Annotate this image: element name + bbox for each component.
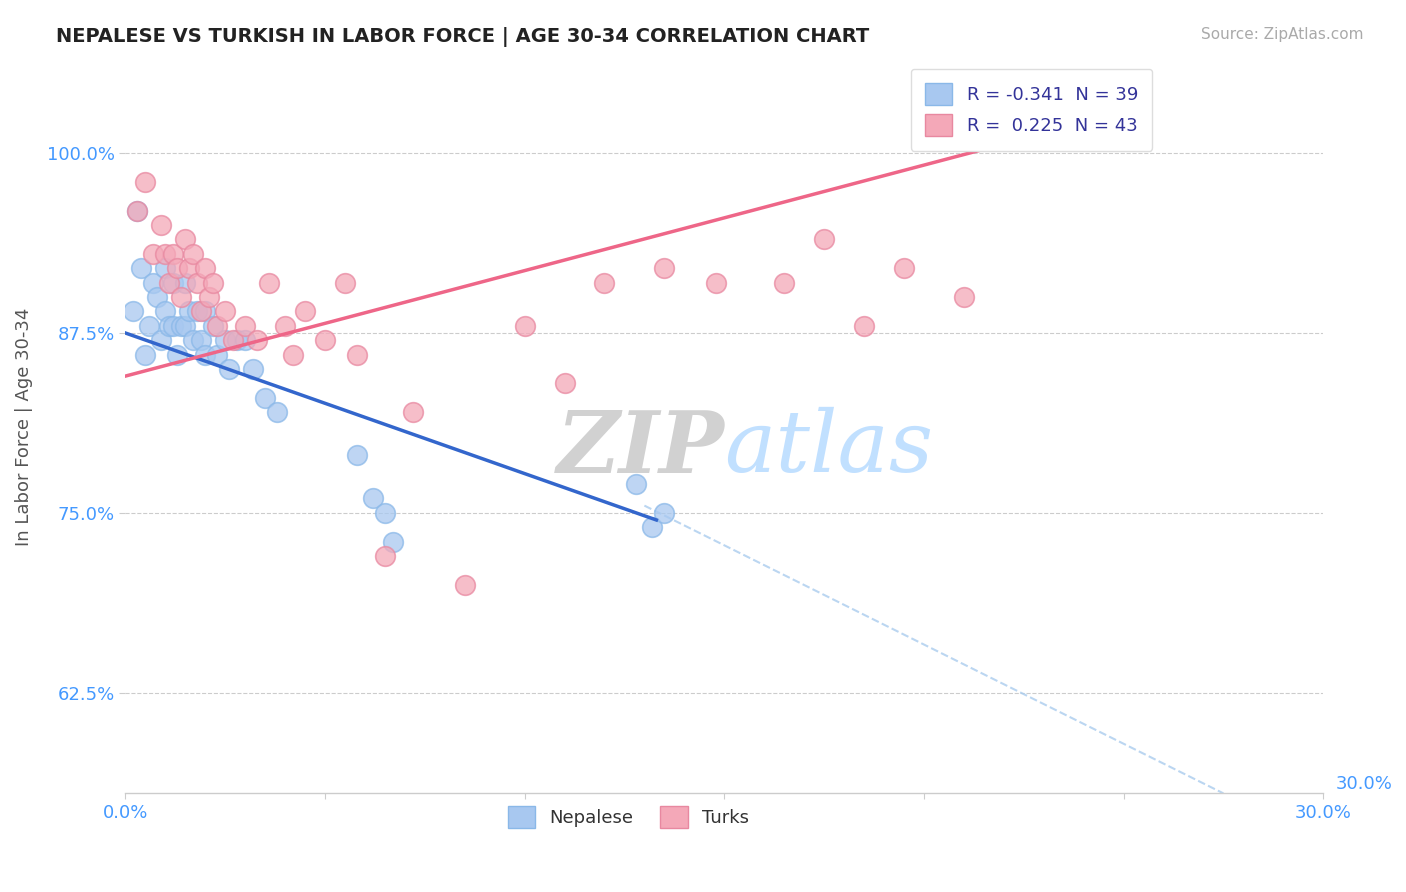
Point <box>773 276 796 290</box>
Point <box>813 232 835 246</box>
Point <box>138 318 160 333</box>
Point <box>233 318 256 333</box>
Point <box>179 261 201 276</box>
Point <box>374 549 396 563</box>
Point <box>214 333 236 347</box>
Point <box>242 362 264 376</box>
Point <box>381 534 404 549</box>
Point <box>170 318 193 333</box>
Point <box>134 175 156 189</box>
Point <box>174 318 197 333</box>
Point <box>170 290 193 304</box>
Point <box>654 506 676 520</box>
Point <box>374 506 396 520</box>
Point <box>150 333 173 347</box>
Point <box>333 276 356 290</box>
Point <box>222 333 245 347</box>
Point <box>142 247 165 261</box>
Point <box>202 318 225 333</box>
Point <box>1012 132 1035 146</box>
Point <box>593 276 616 290</box>
Point <box>194 304 217 318</box>
Point <box>654 261 676 276</box>
Point <box>157 276 180 290</box>
Point <box>155 261 177 276</box>
Text: ZIP: ZIP <box>557 407 724 491</box>
Point <box>205 347 228 361</box>
Point <box>162 318 184 333</box>
Point <box>155 304 177 318</box>
Point <box>893 261 915 276</box>
Point <box>186 276 208 290</box>
Point <box>953 290 976 304</box>
Text: NEPALESE VS TURKISH IN LABOR FORCE | AGE 30-34 CORRELATION CHART: NEPALESE VS TURKISH IN LABOR FORCE | AGE… <box>56 27 869 46</box>
Point <box>454 578 477 592</box>
Y-axis label: In Labor Force | Age 30-34: In Labor Force | Age 30-34 <box>15 307 32 546</box>
Point <box>361 491 384 506</box>
Point <box>402 405 425 419</box>
Point <box>194 261 217 276</box>
Point <box>162 276 184 290</box>
Point <box>281 347 304 361</box>
Point <box>626 477 648 491</box>
Point <box>150 218 173 232</box>
Point <box>202 276 225 290</box>
Point <box>162 247 184 261</box>
Point <box>190 304 212 318</box>
Legend: Nepalese, Turks: Nepalese, Turks <box>501 799 756 836</box>
Point <box>174 232 197 246</box>
Point <box>127 203 149 218</box>
Point <box>186 304 208 318</box>
Text: atlas: atlas <box>724 407 934 490</box>
Text: Source: ZipAtlas.com: Source: ZipAtlas.com <box>1201 27 1364 42</box>
Point <box>294 304 316 318</box>
Point <box>157 318 180 333</box>
Point <box>166 261 188 276</box>
Point <box>181 333 204 347</box>
Point <box>181 247 204 261</box>
Point <box>641 520 664 534</box>
Point <box>233 333 256 347</box>
Point <box>274 318 297 333</box>
Point <box>554 376 576 391</box>
Point <box>127 203 149 218</box>
Point <box>146 290 169 304</box>
Point <box>218 362 240 376</box>
Point <box>194 347 217 361</box>
Point <box>704 276 727 290</box>
Point <box>155 247 177 261</box>
Point <box>853 318 876 333</box>
Point <box>174 276 197 290</box>
Point <box>129 261 152 276</box>
Point <box>266 405 288 419</box>
Point <box>190 333 212 347</box>
Point <box>134 347 156 361</box>
Text: 30.0%: 30.0% <box>1336 775 1392 793</box>
Point <box>254 391 277 405</box>
Point <box>257 276 280 290</box>
Point <box>226 333 249 347</box>
Point <box>246 333 269 347</box>
Point <box>198 290 221 304</box>
Point <box>205 318 228 333</box>
Point <box>214 304 236 318</box>
Point <box>122 304 145 318</box>
Point <box>166 347 188 361</box>
Point <box>346 347 368 361</box>
Point <box>179 304 201 318</box>
Point <box>142 276 165 290</box>
Point <box>346 448 368 462</box>
Point <box>513 318 536 333</box>
Point <box>314 333 336 347</box>
